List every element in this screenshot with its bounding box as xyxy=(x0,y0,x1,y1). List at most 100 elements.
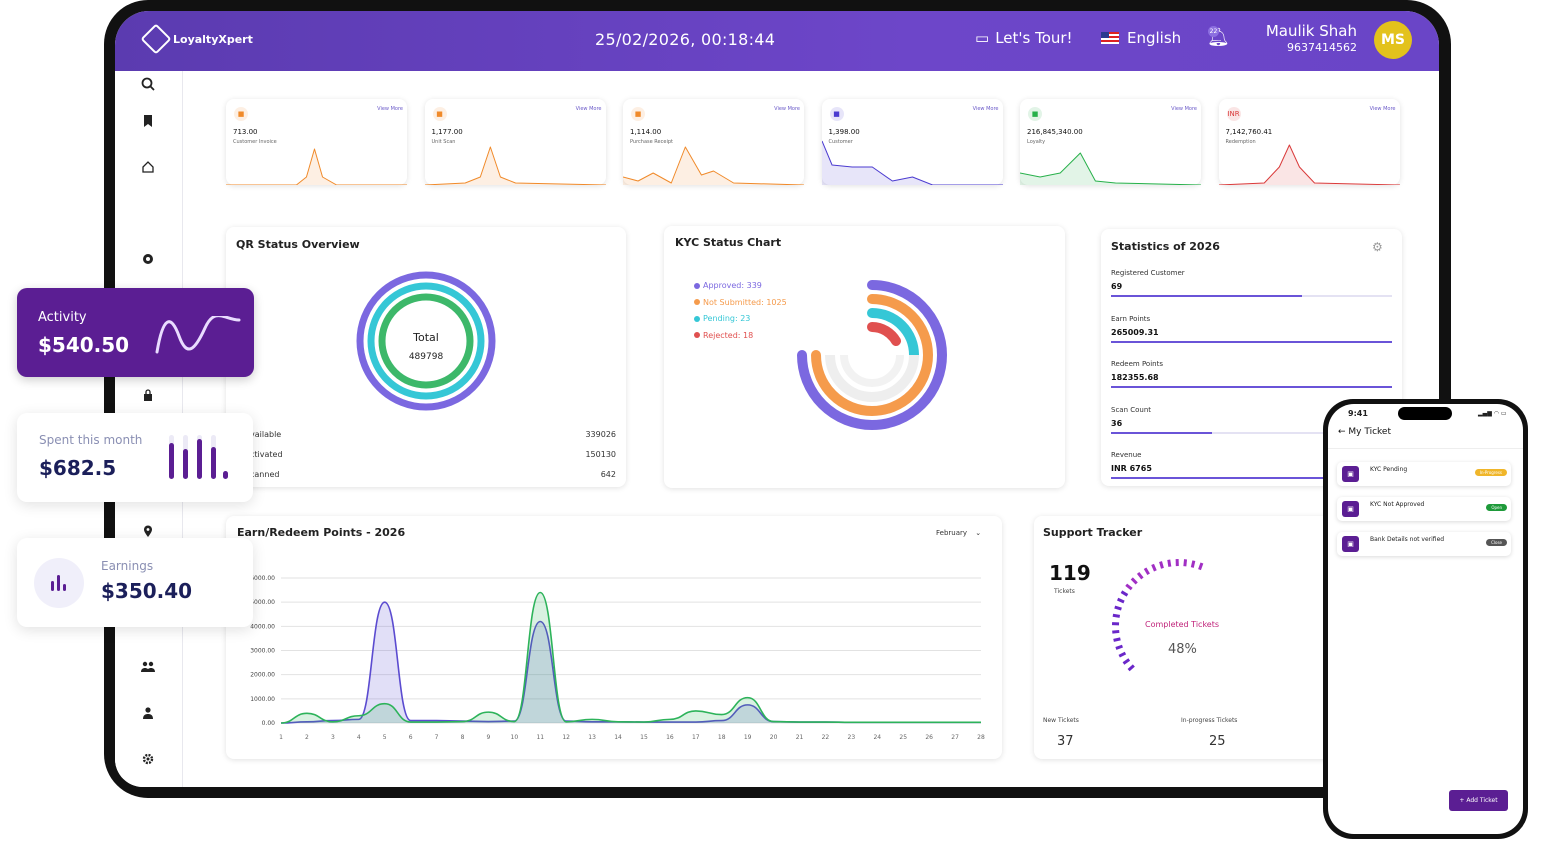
earnings-card: Earnings $350.40 xyxy=(17,538,253,627)
phone-time: 9:41 xyxy=(1348,409,1368,418)
back-arrow-icon[interactable]: ← xyxy=(1338,427,1346,437)
stat-label: Unit Scan xyxy=(431,139,456,145)
logo-icon xyxy=(140,23,172,55)
x-tick-label: 26 xyxy=(925,734,933,741)
qr-status-title: QR Status Overview xyxy=(236,238,360,251)
qr-row-label: canned xyxy=(250,470,280,479)
us-flag-icon xyxy=(1101,32,1119,44)
users-icon[interactable] xyxy=(140,661,156,677)
bar-chart-icon xyxy=(169,435,228,479)
view-more-link[interactable]: View More xyxy=(972,106,999,112)
y-tick-label: 4000.00 xyxy=(250,623,275,630)
lock-icon[interactable] xyxy=(140,389,156,405)
bar-chart-icon xyxy=(51,575,66,591)
tour-button[interactable]: ▭ Let's Tour! xyxy=(975,29,1073,47)
qr-total-value: 489798 xyxy=(408,352,444,362)
x-tick-label: 24 xyxy=(873,734,881,741)
phone-header: ← My Ticket xyxy=(1338,427,1391,437)
view-more-link[interactable]: View More xyxy=(377,106,403,112)
notification-badge: 22 xyxy=(1208,26,1219,37)
settings-gear-icon[interactable]: ⚙ xyxy=(1372,240,1383,254)
kyc-status-title: KYC Status Chart xyxy=(675,236,782,249)
x-tick-label: 13 xyxy=(588,734,596,741)
language-selector[interactable]: English xyxy=(1101,29,1181,47)
stat-card[interactable]: ■ View More 1,114.00 Purchase Receipt xyxy=(623,99,804,185)
search-icon[interactable] xyxy=(140,77,156,93)
x-tick-label: 11 xyxy=(536,734,544,741)
stat-item-label: Earn Points xyxy=(1111,314,1151,323)
ticket-icon: ▣ xyxy=(1342,536,1359,552)
x-tick-label: 5 xyxy=(383,734,387,741)
gear-icon[interactable] xyxy=(140,753,156,769)
stat-item-label: Scan Count xyxy=(1111,405,1152,414)
user-info[interactable]: Maulik Shah 9637414562 xyxy=(1245,22,1357,54)
ticket-title: KYC Not Approved xyxy=(1370,501,1425,508)
stat-item-value: 265009.31 xyxy=(1111,327,1159,337)
y-tick-label: 0.00 xyxy=(262,720,276,727)
app-logo[interactable]: LoyaltyXpert xyxy=(140,23,253,55)
stat-card[interactable]: ■ View More 216,845,340.00 Loyalty xyxy=(1020,99,1201,185)
add-ticket-button[interactable]: + Add Ticket xyxy=(1449,790,1508,811)
y-tick-label: 5000.00 xyxy=(250,599,275,606)
view-more-link[interactable]: View More xyxy=(1369,106,1396,112)
x-tick-label: 21 xyxy=(796,734,804,741)
stat-card[interactable]: INR View More 7,142,760.41 Redemption xyxy=(1218,99,1400,185)
view-more-link[interactable]: View More xyxy=(575,106,602,112)
location-icon[interactable] xyxy=(140,525,156,541)
gauge-tick xyxy=(1114,605,1122,611)
dashboard-screen: LoyaltyXpert 25/02/2026, 00:18:44 ▭ Let'… xyxy=(115,11,1439,787)
view-more-link[interactable]: View More xyxy=(1171,106,1197,112)
divider xyxy=(1328,448,1523,449)
support-gauge xyxy=(1111,558,1204,672)
qr-row-value: 150130 xyxy=(585,450,616,459)
ticket-item[interactable]: ▣ KYC Not Approved Open xyxy=(1337,497,1511,521)
gauge-tick xyxy=(1127,664,1135,672)
user-icon[interactable] xyxy=(140,707,156,723)
ticket-item[interactable]: ▣ Bank Details not verified Close xyxy=(1337,532,1511,556)
stat-sparkline xyxy=(1218,144,1400,185)
month-dropdown[interactable]: February ⌄ xyxy=(936,529,981,537)
gauge-tick xyxy=(1143,567,1150,576)
stat-card[interactable]: ■ View More 1,177.00 Unit Scan xyxy=(424,99,606,185)
gauge-tick xyxy=(1190,560,1196,568)
new-tickets-value: 37 xyxy=(1057,734,1074,749)
stat-card[interactable]: ■ View More 713.00 Customer Invoice xyxy=(226,99,407,185)
x-tick-label: 22 xyxy=(822,734,830,741)
stat-value: 216,845,340.00 xyxy=(1027,128,1083,136)
activity-card: Activity $540.50 xyxy=(17,288,254,377)
support-total-label: Tickets xyxy=(1054,588,1075,595)
stat-item-bar xyxy=(1111,431,1213,434)
stat-card[interactable]: ■ View More 1,398.00 Customer xyxy=(821,99,1003,185)
stat-item-bar xyxy=(1111,477,1392,479)
x-tick-label: 15 xyxy=(640,734,648,741)
statistics-title: Statistics of 2026 xyxy=(1111,240,1220,253)
stat-item-bar xyxy=(1111,386,1392,388)
ticket-status-badge: Open xyxy=(1486,504,1507,511)
qr-row-label: ctivated xyxy=(250,450,283,459)
stat-item-value: 69 xyxy=(1111,282,1123,291)
currency-icon: INR xyxy=(1226,107,1241,121)
x-tick-label: 25 xyxy=(899,734,907,741)
dashboard-icon[interactable] xyxy=(140,253,156,269)
gauge-tick xyxy=(1159,561,1164,569)
bookmark-icon[interactable] xyxy=(140,115,156,131)
stat-value: 1,177.00 xyxy=(431,128,463,136)
earnings-icon-bg xyxy=(34,558,84,608)
kyc-legend-item: Pending: 23 xyxy=(694,314,750,323)
money-icon: ■ xyxy=(1028,107,1042,121)
stat-label: Purchase Receipt xyxy=(630,139,673,145)
legend-dot-icon xyxy=(694,299,700,305)
qr-donut-chart xyxy=(356,271,496,411)
month-value: February xyxy=(936,529,968,537)
home-icon[interactable] xyxy=(140,161,156,177)
y-tick-label: 3000.00 xyxy=(250,648,275,655)
gauge-tick xyxy=(1136,572,1144,580)
legend-dot-icon xyxy=(694,282,700,289)
stat-value: 713.00 xyxy=(233,128,258,136)
stat-item-label: Redeem Points xyxy=(1111,360,1163,368)
avatar[interactable]: MS xyxy=(1374,21,1412,59)
stat-sparkline xyxy=(226,148,407,185)
view-more-link[interactable]: View More xyxy=(774,106,800,112)
stat-value: 7,142,760.41 xyxy=(1225,128,1273,136)
ticket-item[interactable]: ▣ KYC Pending In-Progress xyxy=(1337,462,1511,486)
